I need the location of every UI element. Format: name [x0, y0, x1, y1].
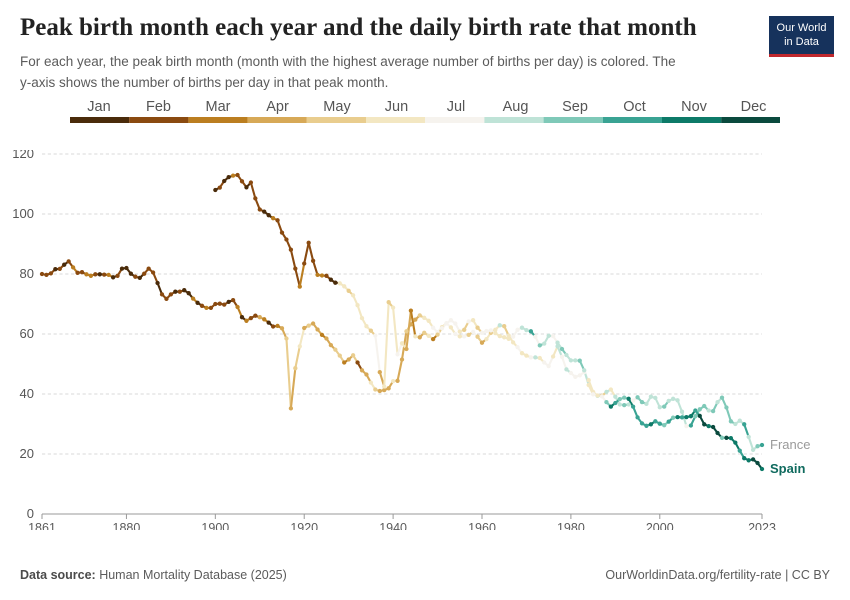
- svg-text:20: 20: [20, 446, 34, 461]
- svg-text:1900: 1900: [201, 521, 229, 530]
- svg-text:Nov: Nov: [681, 99, 708, 115]
- svg-text:0: 0: [27, 506, 34, 521]
- svg-text:Oct: Oct: [623, 99, 646, 115]
- svg-text:Jul: Jul: [447, 99, 466, 115]
- svg-text:60: 60: [20, 326, 34, 341]
- svg-text:80: 80: [20, 266, 34, 281]
- svg-text:40: 40: [20, 386, 34, 401]
- svg-text:1880: 1880: [113, 521, 141, 530]
- svg-text:100: 100: [12, 206, 34, 221]
- svg-text:1960: 1960: [468, 521, 496, 530]
- svg-text:May: May: [323, 99, 351, 115]
- svg-text:1861: 1861: [28, 521, 56, 530]
- svg-text:Spain: Spain: [770, 461, 805, 476]
- svg-text:Mar: Mar: [206, 99, 231, 115]
- svg-text:Apr: Apr: [266, 99, 289, 115]
- svg-text:Sep: Sep: [562, 99, 588, 115]
- svg-text:1980: 1980: [557, 521, 585, 530]
- svg-text:2023: 2023: [748, 521, 776, 530]
- svg-text:France: France: [770, 437, 810, 452]
- svg-text:1920: 1920: [290, 521, 318, 530]
- svg-text:Jun: Jun: [385, 99, 408, 115]
- svg-text:Aug: Aug: [503, 99, 529, 115]
- svg-text:Feb: Feb: [146, 99, 171, 115]
- svg-text:Jan: Jan: [87, 99, 110, 115]
- svg-text:Dec: Dec: [741, 99, 767, 115]
- svg-text:1940: 1940: [379, 521, 407, 530]
- svg-text:120: 120: [12, 150, 34, 161]
- svg-text:2000: 2000: [646, 521, 674, 530]
